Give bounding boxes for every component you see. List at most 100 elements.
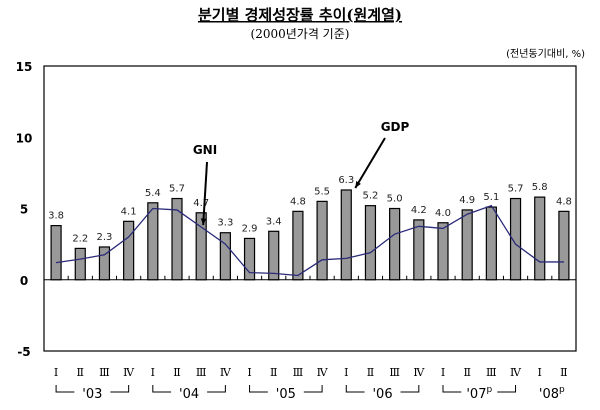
gdp-data-label: 2.9 [242,223,258,234]
gdp-bar [437,222,449,281]
quarter-label: Ⅲ [389,366,400,379]
gni-line [55,204,564,277]
gdp-bar [534,196,546,281]
quarter-label: Ⅰ [247,366,251,379]
year-text: '07 [466,387,486,402]
gdp-bar [219,232,231,281]
year-text: '06 [372,387,392,402]
year-bracket [400,385,420,393]
year-label: '08p [539,385,565,402]
year-bracket [207,385,226,393]
gdp-data-label: 5.4 [145,188,161,199]
year-bracket [442,385,462,393]
y-tick-label: 0 [20,274,28,288]
y-tick-label: 10 [16,131,33,145]
quarter-label: Ⅱ [77,366,84,379]
year-text: '05 [276,387,296,402]
year-label: '05 [276,387,296,402]
gdp-annotation: GDP [381,120,410,134]
year-label: '06 [372,387,392,402]
x-axis: Ⅰ Ⅱ Ⅲ Ⅳ Ⅰ Ⅱ Ⅲ Ⅳ Ⅰ Ⅱ Ⅲ Ⅳ Ⅰ Ⅱ Ⅲ Ⅳ Ⅰ Ⅱ Ⅲ Ⅳ Ⅰ Ⅱ'03'04'05'06'07p '0… [54,366,568,402]
year-label: '07p [466,385,492,402]
gdp-bar [364,205,377,281]
plot-frame [43,65,577,352]
gdp-data-label: 5.5 [314,186,330,197]
gdp-arrow [354,137,386,189]
gdp-data-label: 5.8 [532,182,548,193]
gdp-bar [292,210,304,281]
chart-subtitle: (2000년가격 기준) [251,27,350,41]
gdp-data-label: 4.2 [411,205,427,216]
gdp-bar [123,220,135,281]
quarter-label: Ⅱ [560,366,567,379]
gdp-data-label: 6.3 [338,175,354,186]
quarter-label: Ⅲ [293,366,304,379]
quarter-label: Ⅳ [220,366,232,379]
gdp-data-label: 3.8 [48,211,64,222]
gdp-bar [340,189,352,281]
year-text: '04 [179,387,199,402]
quarter-label: Ⅱ [270,366,277,379]
year-text: '08 [539,387,559,402]
quarter-label: Ⅱ [367,366,374,379]
preliminary-mark: p [559,385,565,395]
year-text: '03 [82,387,102,402]
gdp-bar [389,207,401,281]
chart-title: 분기별 경제성장률 추이(원계열) [198,6,402,24]
y-tick-label: -5 [17,345,30,359]
quarter-label: Ⅳ [510,366,522,379]
gdp-data-label: 4.0 [435,208,451,219]
gdp-bar [147,202,159,281]
year-bracket [497,385,517,393]
year-bracket [303,385,323,393]
gdp-bar [509,197,522,281]
arrowhead-icon [355,181,361,188]
gdp-data-label: 3.3 [217,218,233,229]
gdp-data-label: 5.7 [169,184,185,195]
gdp-data-label: 5.0 [387,194,403,205]
gni-annotation: GNI [193,143,217,157]
gni-arrow [202,161,208,226]
year-bracket [110,385,130,393]
quarter-label: Ⅳ [123,366,135,379]
annotations: GNI GDP [193,120,410,226]
gdp-data-label: 4.8 [290,196,306,207]
year-bracket [345,385,365,393]
gdp-data-label: 2.2 [72,233,88,244]
gdp-bar [461,209,473,281]
y-tick-label: 15 [16,60,33,74]
gdp-bar [243,237,256,281]
gni-series [55,204,564,277]
gdp-data-label: 3.4 [266,216,282,227]
quarter-label: Ⅰ [54,366,58,379]
year-bracket [152,385,172,393]
gdp-bar [74,247,86,281]
gdp-bar [171,197,183,281]
gdp-data-label: 5.1 [483,192,499,203]
gdp-bar [558,210,570,281]
gdp-data-label: 4.1 [121,206,137,217]
quarter-label: Ⅱ [463,366,470,379]
gdp-data-label: 5.2 [363,191,379,202]
gdp-bars: 3.8 2.2 2.3 4.1 5.4 5.7 4.7 3.3 2.9 3.4 4.8 5.5 6.3 5… [48,175,572,281]
gdp-bar [485,206,497,281]
quarter-label: Ⅲ [196,366,207,379]
gdp-data-label: 5.7 [508,184,524,195]
year-bracket [249,385,268,393]
gdp-bar [268,230,280,281]
preliminary-mark: p [486,385,492,395]
year-label: '04 [179,387,199,402]
gdp-bar [316,200,328,281]
y-tick-label: 5 [20,203,28,217]
gdp-bar [50,225,62,281]
quarter-label: Ⅰ [441,366,445,379]
gdp-data-label: 2.3 [97,232,113,243]
quarter-label: Ⅳ [413,366,425,379]
quarter-label: Ⅰ [538,366,542,379]
arrowhead-icon [200,218,207,226]
year-bracket [55,385,75,393]
gdp-bar [195,212,207,281]
quarter-label: Ⅲ [486,366,497,379]
gdp-bar [98,246,111,281]
